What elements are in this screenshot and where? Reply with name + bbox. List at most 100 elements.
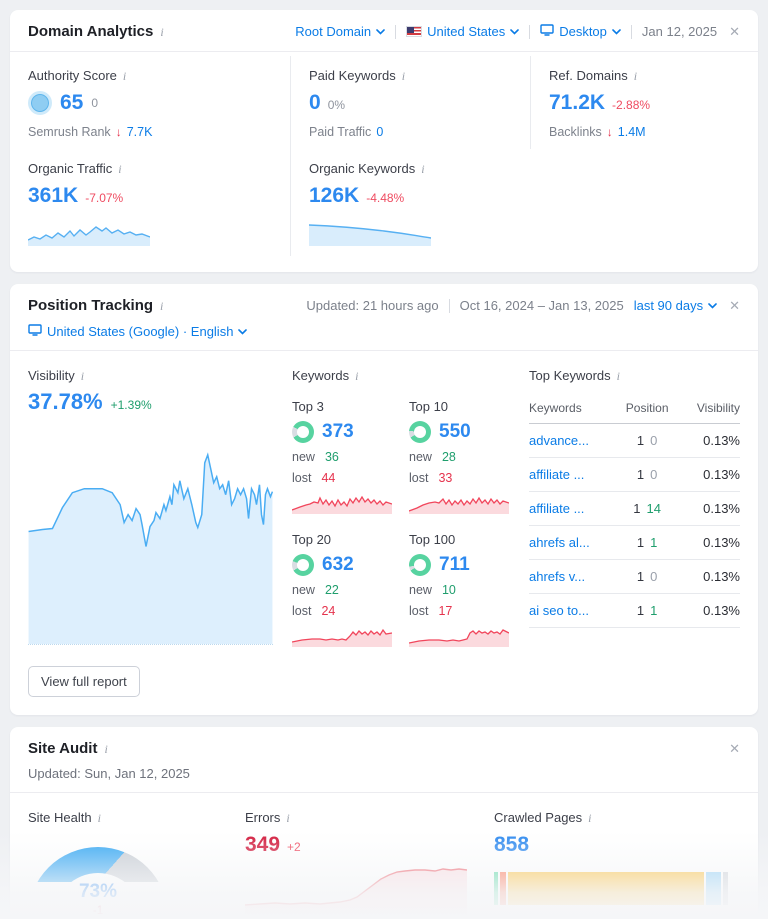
paid-traffic-value[interactable]: 0: [376, 125, 384, 139]
domain-analytics-header: Domain Analytics i Root Domain United St…: [10, 10, 758, 52]
top3-count[interactable]: 373: [322, 421, 354, 442]
chevron-down-icon: [510, 28, 520, 35]
updated-text: Updated: 21 hours ago: [306, 298, 439, 313]
keyword-link[interactable]: advance...: [529, 433, 589, 448]
organic-keywords-delta: -4.48%: [366, 191, 405, 205]
top20-count[interactable]: 632: [322, 554, 354, 575]
keyword-bucket-top3: Top 3 373 new 36 lost 44: [292, 399, 393, 514]
info-icon[interactable]: i: [616, 368, 620, 383]
authority-score-metric: Authority Score i 65 0 Semrush Rank ↓ 7.7…: [10, 56, 291, 149]
top10-sparkline: [409, 496, 509, 514]
keyword-link[interactable]: affiliate ...: [529, 501, 585, 516]
visibility-section: Visibility i 37.78% +1.39% View full repo…: [28, 368, 274, 697]
site-audit-header: Site Audit i ✕ Updated: Sun, Jan 12, 202…: [10, 727, 758, 793]
keyword-link[interactable]: ai seo to...: [529, 603, 589, 618]
chevron-down-icon: [376, 28, 385, 35]
position-tracking-body: Visibility i 37.78% +1.39% View full repo…: [10, 351, 758, 715]
top10-count[interactable]: 550: [439, 421, 471, 442]
info-icon[interactable]: i: [160, 24, 164, 39]
top10-lost: 33: [438, 471, 453, 485]
divider: [448, 298, 450, 313]
errors-area-chart: [245, 868, 467, 917]
visibility-value: 37.78%: [28, 389, 103, 414]
errors-delta: +2: [287, 840, 301, 854]
site-health-section: Site Health i 73% -1: [28, 810, 233, 919]
top100-count[interactable]: 711: [439, 554, 470, 575]
info-icon[interactable]: i: [633, 68, 638, 83]
info-icon[interactable]: i: [80, 368, 85, 383]
view-full-report-button[interactable]: View full report: [28, 666, 140, 697]
info-icon[interactable]: i: [97, 810, 101, 825]
position-tracking-card: Position Tracking i Updated: 21 hours ag…: [10, 284, 758, 715]
organic-keywords-value[interactable]: 126K: [309, 184, 360, 207]
info-icon[interactable]: i: [118, 161, 122, 176]
organic-traffic-delta: -7.07%: [85, 191, 124, 205]
info-icon[interactable]: i: [160, 298, 164, 313]
errors-value[interactable]: 349: [245, 833, 281, 856]
top100-new: 10: [441, 583, 456, 597]
top-keywords-section: Top Keywords i Keywords Position Visibili…: [529, 368, 740, 697]
keyword-link[interactable]: ahrefs v...: [529, 569, 586, 584]
locale-dropdown[interactable]: United States (Google) · English: [28, 324, 740, 339]
top-keywords-table: Keywords Position Visibility advance... …: [529, 395, 740, 628]
top3-new: 36: [324, 450, 339, 464]
visibility-area-chart: [28, 429, 274, 645]
paid-keywords-metric: Paid Keywords i 0 0% Paid Traffic 0: [291, 56, 531, 149]
site-audit-updated: Updated: Sun, Jan 12, 2025: [28, 766, 190, 781]
keyword-bucket-top10: Top 10 550 new 28 lost 33: [409, 399, 510, 514]
bar-segment-have-issues: [508, 872, 704, 905]
keyword-link[interactable]: affiliate ...: [529, 467, 585, 482]
divider: [630, 24, 632, 39]
close-icon[interactable]: ✕: [729, 23, 740, 39]
donut-chart-icon: [292, 421, 314, 443]
backlinks-value[interactable]: 1.4M: [617, 125, 646, 139]
site-health-delta: -1: [92, 905, 104, 917]
info-icon[interactable]: i: [421, 161, 425, 176]
domain-analytics-card: Domain Analytics i Root Domain United St…: [10, 10, 758, 272]
top3-lost: 44: [321, 471, 336, 485]
close-icon[interactable]: ✕: [729, 740, 740, 756]
donut-chart-icon: [292, 554, 314, 576]
info-icon[interactable]: i: [104, 741, 108, 756]
organic-keywords-sparkline: [309, 224, 431, 246]
crawled-pages-value[interactable]: 858: [494, 833, 530, 856]
date-range: Oct 16, 2024 – Jan 13, 2025: [459, 298, 624, 313]
paid-keywords-value[interactable]: 0: [309, 91, 321, 114]
ref-domains-value[interactable]: 71.2K: [549, 91, 606, 114]
info-icon[interactable]: i: [286, 810, 290, 825]
keyword-bucket-top100: Top 100 711 new 10 lost 17: [409, 532, 510, 647]
device-dropdown[interactable]: Desktop: [540, 24, 621, 39]
organic-keywords-metric: Organic Keywords i 126K -4.48%: [291, 149, 758, 256]
chevron-down-icon: [708, 302, 717, 309]
visibility-delta: +1.39%: [110, 398, 152, 412]
semrush-rank-value[interactable]: 7.7K: [126, 125, 153, 139]
bar-segment-broken: [500, 872, 506, 905]
close-icon[interactable]: ✕: [729, 297, 740, 313]
organic-traffic-value[interactable]: 361K: [28, 184, 79, 207]
country-dropdown[interactable]: United States: [406, 24, 520, 39]
authority-score-gauge-icon: [28, 91, 52, 115]
info-icon[interactable]: i: [588, 810, 592, 825]
info-icon[interactable]: i: [355, 368, 359, 383]
keyword-link[interactable]: ahrefs al...: [529, 535, 590, 550]
site-health-value: 73%: [78, 881, 118, 902]
arrow-down-icon: ↓: [115, 125, 122, 139]
report-date: Jan 12, 2025: [641, 24, 718, 39]
authority-score-value: 65: [60, 91, 84, 114]
info-icon[interactable]: i: [401, 68, 406, 83]
date-range-dropdown[interactable]: last 90 days: [634, 298, 717, 313]
top10-new: 28: [441, 450, 456, 464]
crawled-pages-stacked-bar: [494, 872, 740, 905]
ref-domains-delta: -2.88%: [612, 98, 651, 112]
info-icon[interactable]: i: [122, 68, 127, 83]
top100-sparkline: [409, 629, 509, 647]
top3-sparkline: [292, 495, 392, 514]
keyword-bucket-top20: Top 20 632 new 22 lost 24: [292, 532, 393, 647]
report-scope-dropdown[interactable]: Root Domain: [295, 24, 385, 39]
